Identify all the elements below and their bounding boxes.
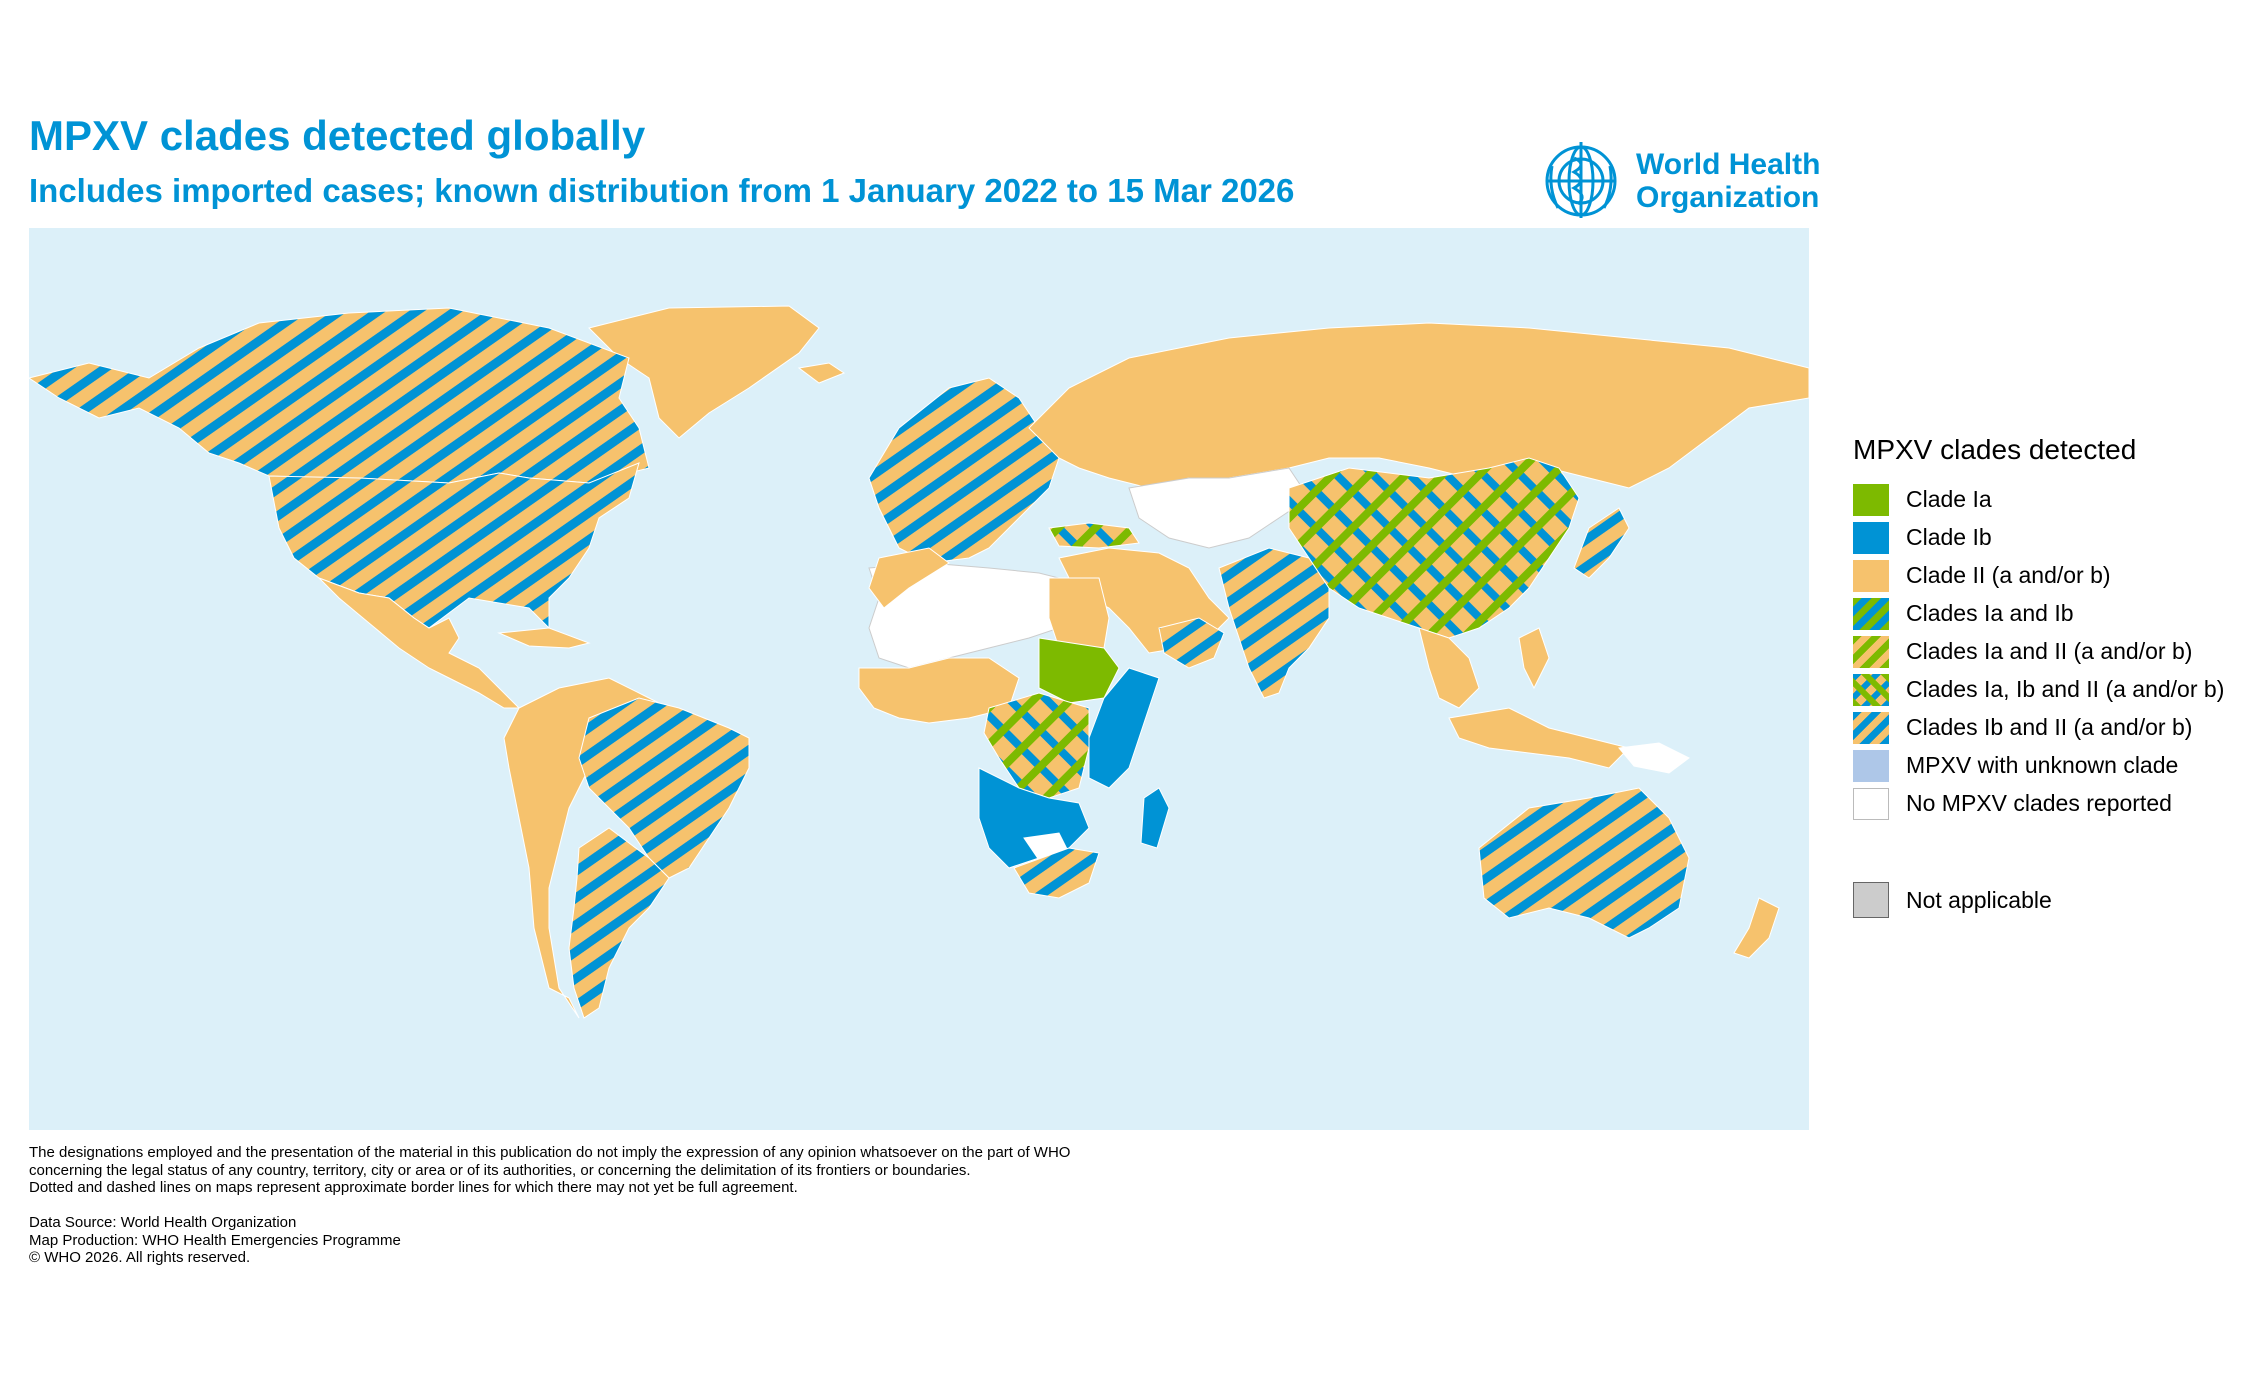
legend-swatch <box>1853 712 1889 744</box>
map-title: MPXV clades detected globally <box>29 112 645 160</box>
disclaimer-line: The designations employed and the presen… <box>29 1144 1209 1162</box>
who-logo-text: World Health Organization <box>1636 148 1820 214</box>
legend-label: Clades Ib and II (a and/or b) <box>1906 714 2192 741</box>
legend-label: Clade II (a and/or b) <box>1906 562 2111 589</box>
region-egypt[interactable] <box>1049 578 1109 648</box>
legend-item-no-clades: No MPXV clades reported <box>1853 788 2253 826</box>
credits-line: Map Production: WHO Health Emergencies P… <box>29 1232 401 1250</box>
credits: Data Source: World Health Organization M… <box>29 1214 401 1267</box>
legend-label: Clades Ia and Ib <box>1906 600 2074 627</box>
legend-swatch <box>1853 560 1889 592</box>
who-logo-line2: Organization <box>1636 181 1820 214</box>
legend-item-clade-ia: Clade Ia <box>1853 484 2253 522</box>
legend-item-clades-ia-ib-ii: Clades Ia, Ib and II (a and/or b) <box>1853 674 2253 712</box>
map-subtitle: Includes imported cases; known distribut… <box>29 172 1294 210</box>
legend-item-clades-ia-ii: Clades Ia and II (a and/or b) <box>1853 636 2253 674</box>
legend-swatch <box>1853 750 1889 782</box>
legend-item-clade-ib: Clade Ib <box>1853 522 2253 560</box>
legend-item-clades-ia-ib: Clades Ia and Ib <box>1853 598 2253 636</box>
legend-label: No MPXV clades reported <box>1906 790 2172 817</box>
legend-label: Clade Ia <box>1906 486 1992 513</box>
disclaimer: The designations employed and the presen… <box>29 1144 1209 1197</box>
legend-label: MPXV with unknown clade <box>1906 752 2178 779</box>
disclaimer-line: Dotted and dashed lines on maps represen… <box>29 1179 1209 1197</box>
legend-label: Clades Ia and II (a and/or b) <box>1906 638 2192 665</box>
legend-label: Clade Ib <box>1906 524 1992 551</box>
credits-line: © WHO 2026. All rights reserved. <box>29 1249 401 1267</box>
legend-item-clade-ii: Clade II (a and/or b) <box>1853 560 2253 598</box>
legend-label: Clades Ia, Ib and II (a and/or b) <box>1906 676 2224 703</box>
credits-line: Data Source: World Health Organization <box>29 1214 401 1232</box>
legend-label: Not applicable <box>1906 887 2052 914</box>
legend-item-clades-ib-ii: Clades Ib and II (a and/or b) <box>1853 712 2253 750</box>
legend-item-not-applicable: Not applicable <box>1853 882 2233 920</box>
map-legend: MPXV clades detected Clade Ia Clade Ib C… <box>1853 434 2253 826</box>
legend-swatch <box>1853 598 1889 630</box>
legend-swatch <box>1853 674 1889 706</box>
who-logo-line1: World Health <box>1636 148 1820 181</box>
world-map[interactable] <box>29 228 1809 1130</box>
legend-swatch <box>1853 788 1889 820</box>
disclaimer-line: concerning the legal status of any count… <box>29 1162 1209 1180</box>
legend-title: MPXV clades detected <box>1853 434 2253 466</box>
legend-swatch <box>1853 522 1889 554</box>
legend-item-unknown-clade: MPXV with unknown clade <box>1853 750 2253 788</box>
legend-swatch <box>1853 882 1889 918</box>
legend-swatch <box>1853 636 1889 668</box>
legend-swatch <box>1853 484 1889 516</box>
